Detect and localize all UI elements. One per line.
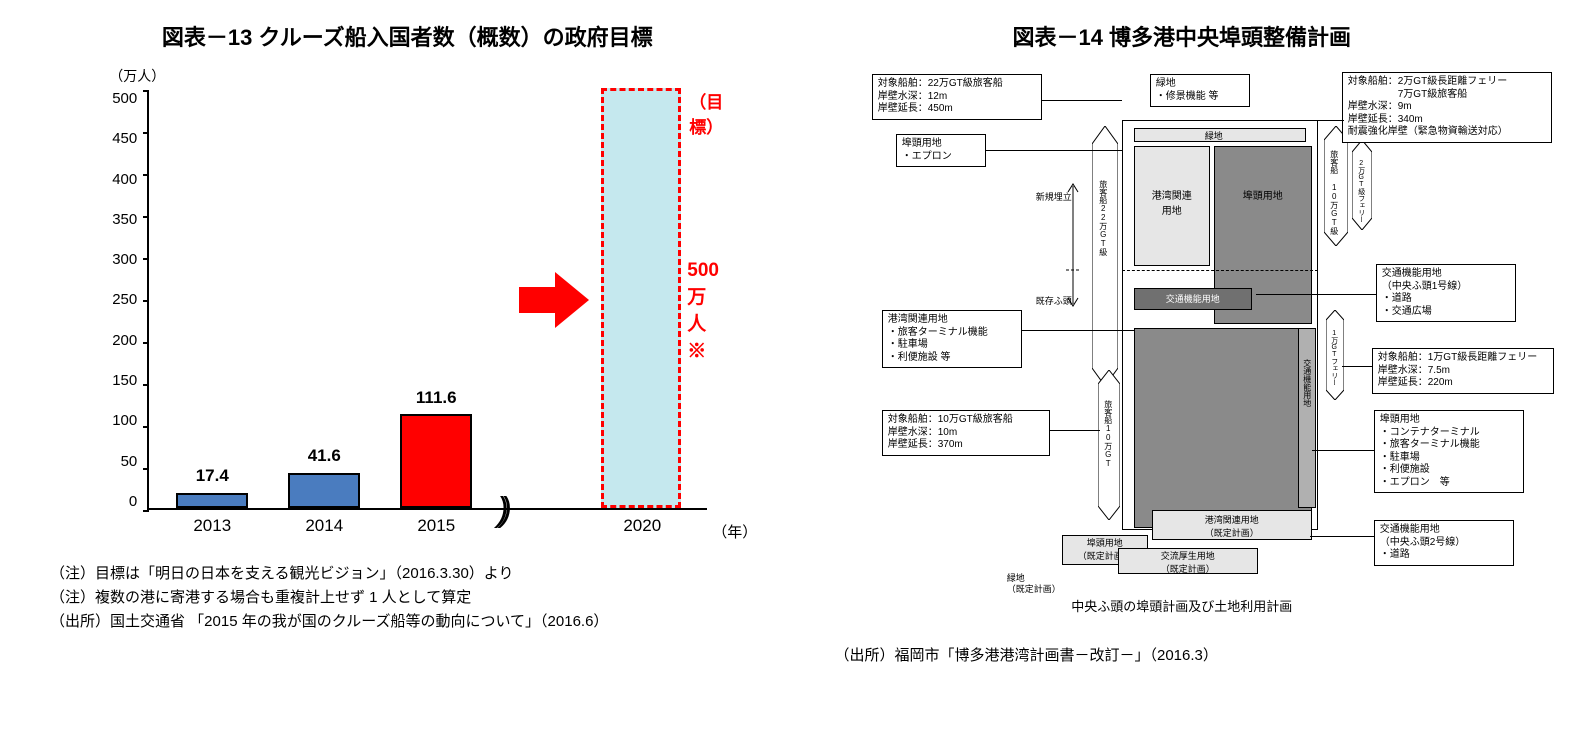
port-diagram: 緑地 港湾関連用地 埠頭用地 交通機能用地 交通機能用地 港湾関連用地（既定計画… bbox=[812, 70, 1552, 630]
bar-2020-target bbox=[601, 88, 681, 508]
arrow-body bbox=[519, 287, 555, 313]
ship-10gt-left-label: 旅客船10万GT bbox=[1103, 400, 1114, 468]
lead-b4 bbox=[1050, 430, 1100, 431]
callout-b1: 対象船舶：22万GT級旅客船岸壁水深：12m岸壁延長：450m bbox=[872, 74, 1042, 120]
figure-13-title: 図表－13 クルーズ船入国者数（概数）の政府目標 bbox=[30, 20, 785, 52]
fill-arrow-icon bbox=[1066, 180, 1080, 310]
port-related-land: 港湾関連用地 bbox=[1134, 146, 1210, 266]
right-strip-label: 交通機能用地 bbox=[1302, 359, 1313, 407]
callout-b4: 対象船舶：10万GT級旅客船岸壁水深：10m岸壁延長：370m bbox=[882, 410, 1050, 456]
bar-2013 bbox=[176, 493, 248, 508]
bar-2013-value: 17.4 bbox=[167, 466, 257, 486]
y-axis-labels: 500450400350300250200150100500 bbox=[87, 90, 137, 510]
x-label-2015: 2015 bbox=[391, 516, 481, 536]
callout-b8: 対象船舶：1万GT級長距離フェリー岸壁水深：7.5m岸壁延長：220m bbox=[1372, 348, 1554, 394]
x-axis-unit: （年） bbox=[712, 521, 757, 542]
pier-land-label: 埠頭用地 bbox=[1243, 191, 1283, 202]
callout-b7: 交通機能用地（中央ふ頭1号線）・道路・交通広場 bbox=[1376, 264, 1516, 322]
plot-area: 17.4 2013 41.6 2014 111.6 2015 )) bbox=[147, 90, 707, 510]
x-label-2013: 2013 bbox=[167, 516, 257, 536]
ship-22gt-outline bbox=[1092, 126, 1118, 386]
x-label-2014: 2014 bbox=[279, 516, 369, 536]
callout-b2: 埠頭用地・エプロン bbox=[896, 134, 986, 167]
ship-22gt-label: 旅客船22万GT級 bbox=[1098, 180, 1109, 256]
diagram-caption: 中央ふ頭の埠頭計画及び土地利用計画 bbox=[812, 596, 1552, 615]
bar-chart: （万人） 500450400350300250200150100500 17.4… bbox=[47, 70, 767, 550]
bar-2013-slot: 17.4 2013 bbox=[167, 493, 257, 508]
callout-b6: 対象船舶：2万GT級長距離フェリー 7万GT級旅客船岸壁水深：9m岸壁延長：34… bbox=[1342, 72, 1552, 143]
lead-b1 bbox=[1042, 100, 1122, 101]
note-1: （注）目標は「明日の日本を支える観光ビジョン」（2016.3.30）より bbox=[50, 562, 785, 586]
figure-14-title: 図表－14 博多港中央埠頭整備計画 bbox=[805, 20, 1560, 52]
traffic-label: 交通機能用地 bbox=[1166, 294, 1220, 304]
x-label-2020: 2020 bbox=[597, 516, 687, 536]
figure-14-panel: 図表－14 博多港中央埠頭整備計画 緑地 港湾関連用地 埠頭用地 交通機能用地 … bbox=[785, 20, 1560, 720]
note-2: （注）複数の港に寄港する場合も重複計上せず 1 人として算定 bbox=[50, 586, 785, 610]
figure-13-notes: （注）目標は「明日の日本を支える観光ビジョン」（2016.3.30）より （注）… bbox=[30, 562, 785, 634]
lead-b2 bbox=[986, 150, 1122, 151]
callout-b10: 交通機能用地（中央ふ頭2号線）・道路 bbox=[1374, 520, 1514, 566]
lead-b6 bbox=[1318, 120, 1344, 121]
y-axis-unit: （万人） bbox=[109, 66, 165, 86]
figure-13-panel: 図表－13 クルーズ船入国者数（概数）の政府目標 （万人） 5004504003… bbox=[30, 20, 785, 720]
bar-2014-slot: 41.6 2014 bbox=[279, 473, 369, 508]
ship-10gt-right-label: 旅客船 10万GT級 bbox=[1329, 150, 1340, 235]
traffic-block: 交通機能用地 bbox=[1134, 288, 1252, 310]
green-strip-label: 緑地 bbox=[1205, 129, 1223, 142]
port-related-planned: 港湾関連用地（既定計画） bbox=[1152, 510, 1312, 540]
bar-2015-value: 111.6 bbox=[391, 388, 481, 408]
traffic-gen-label: 交流厚生用地（既定計画） bbox=[1161, 551, 1215, 574]
figure-14-source: （出所）福岡市「博多港港湾計画書－改訂－」（2016.3） bbox=[805, 644, 1560, 665]
dashed-divider bbox=[1122, 270, 1318, 271]
arrow-head-icon bbox=[555, 272, 589, 328]
callout-b3: 港湾関連用地・旅客ターミナル機能・駐車場・利便施設 等 bbox=[882, 310, 1022, 368]
port-related-label: 港湾関連用地 bbox=[1152, 191, 1192, 217]
port-related-planned-label: 港湾関連用地（既定計画） bbox=[1205, 515, 1259, 538]
callout-b5: 緑地・修景機能 等 bbox=[1150, 74, 1250, 107]
traffic-gen-planned: 交流厚生用地（既定計画） bbox=[1118, 548, 1258, 574]
lead-b3 bbox=[1022, 330, 1134, 331]
lower-pier-block bbox=[1134, 328, 1312, 528]
axis-break-mark: )) bbox=[497, 491, 504, 530]
lead-b10 bbox=[1310, 536, 1374, 537]
bar-2014 bbox=[288, 473, 360, 508]
green-strip: 緑地 bbox=[1134, 128, 1306, 142]
right-strip: 交通機能用地 bbox=[1298, 328, 1316, 508]
callout-b9: 埠頭用地・コンテナターミナル・旅客ターミナル機能・駐車場・利便施設・エプロン 等 bbox=[1374, 410, 1524, 493]
ferry-2gt-label: 2万GT級フェリー bbox=[1356, 160, 1366, 223]
note-3: （出所）国土交通省 「2015 年の我が国のクルーズ船等の動向について」（201… bbox=[50, 610, 785, 634]
lead-b7 bbox=[1256, 294, 1376, 295]
bar-2015-slot: 111.6 2015 bbox=[391, 414, 481, 508]
bar-2014-value: 41.6 bbox=[279, 446, 369, 466]
lead-b8 bbox=[1342, 366, 1372, 367]
green-planned-label: 緑地（既定計画） bbox=[1002, 570, 1066, 599]
ferry-1gt-label: 1万GTフェリー bbox=[1329, 330, 1339, 386]
target-side-label: 500万人※ bbox=[687, 260, 719, 363]
bar-2015 bbox=[400, 414, 472, 508]
lead-b9 bbox=[1312, 450, 1374, 451]
target-top-label: （目標） bbox=[689, 88, 723, 138]
